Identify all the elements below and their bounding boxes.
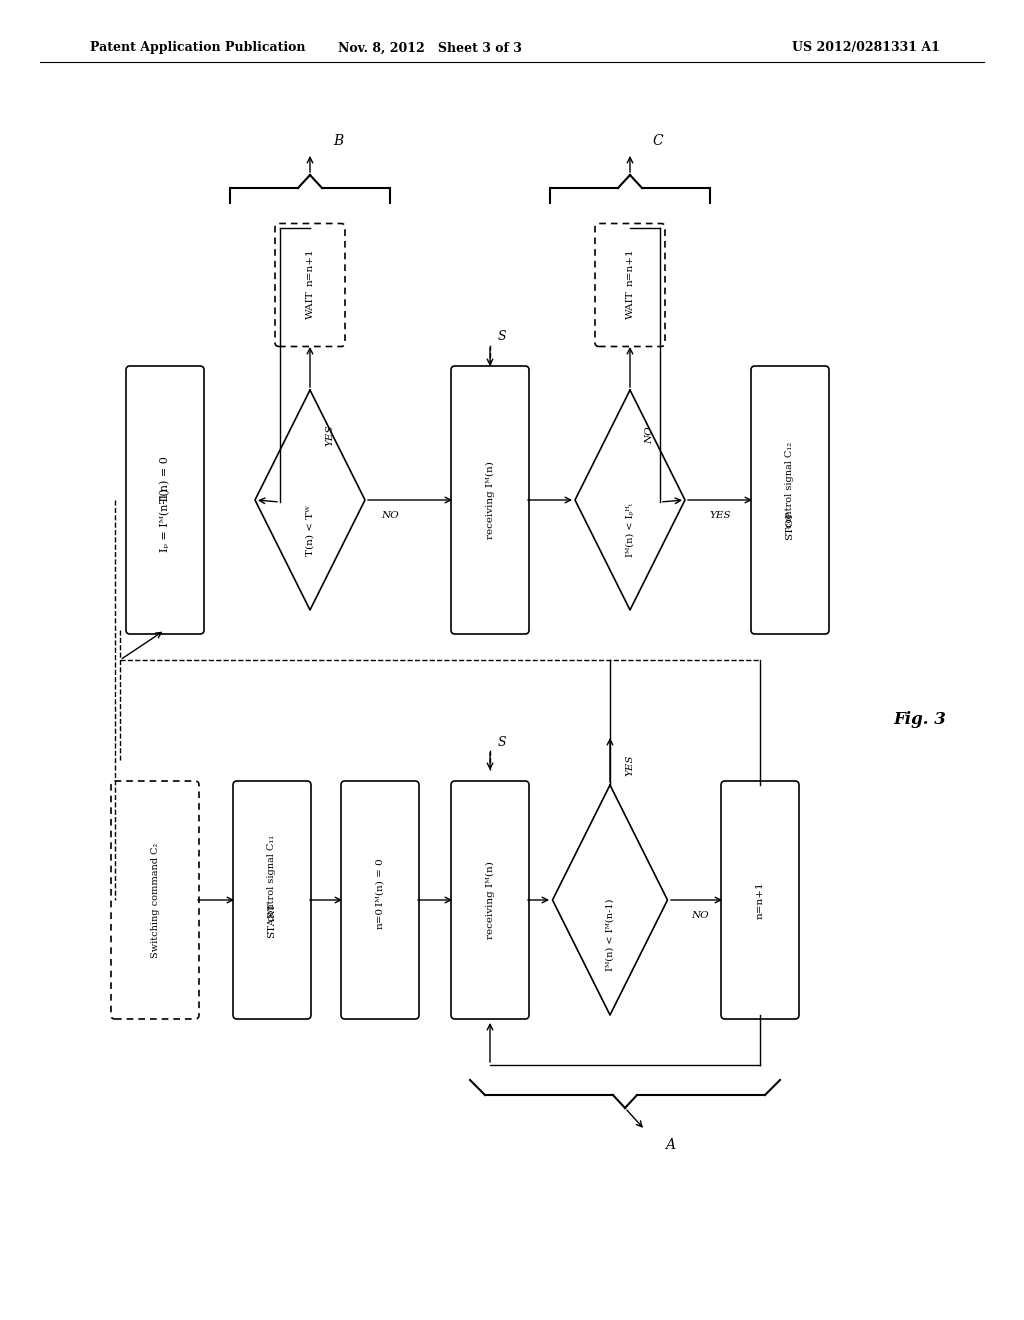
Text: S: S — [498, 735, 506, 748]
Text: Iᴹ(n) < Iᴹ(n-1): Iᴹ(n) < Iᴹ(n-1) — [605, 899, 614, 972]
Text: START: START — [267, 902, 276, 937]
Text: n=n+1: n=n+1 — [305, 248, 314, 286]
Text: WAIT: WAIT — [626, 290, 635, 319]
FancyBboxPatch shape — [751, 366, 829, 634]
Text: n=n+1: n=n+1 — [626, 248, 635, 286]
FancyBboxPatch shape — [233, 781, 311, 1019]
Text: receiving Iᴹ(n): receiving Iᴹ(n) — [485, 861, 495, 939]
Text: C: C — [652, 135, 664, 148]
Text: Fig. 3: Fig. 3 — [894, 711, 946, 729]
Text: B: B — [333, 135, 343, 148]
Text: NO: NO — [381, 511, 398, 520]
Text: YES: YES — [625, 754, 634, 776]
Text: n=0: n=0 — [376, 907, 384, 929]
Polygon shape — [255, 389, 365, 610]
Text: control signal C₁₂: control signal C₁₂ — [785, 442, 795, 528]
Text: receiving Iᴹ(n): receiving Iᴹ(n) — [485, 461, 495, 539]
Text: Nov. 8, 2012   Sheet 3 of 3: Nov. 8, 2012 Sheet 3 of 3 — [338, 41, 522, 54]
FancyBboxPatch shape — [126, 366, 204, 634]
FancyBboxPatch shape — [721, 781, 799, 1019]
Text: US 2012/0281331 A1: US 2012/0281331 A1 — [793, 41, 940, 54]
Text: S: S — [498, 330, 506, 343]
FancyBboxPatch shape — [275, 223, 345, 346]
Text: T(n) < Tᵂ: T(n) < Tᵂ — [305, 504, 314, 556]
Text: Switching command C₂: Switching command C₂ — [151, 842, 160, 957]
FancyBboxPatch shape — [451, 781, 529, 1019]
Polygon shape — [575, 389, 685, 610]
Text: YES: YES — [710, 511, 731, 520]
FancyBboxPatch shape — [595, 223, 665, 346]
Text: NO: NO — [645, 426, 654, 444]
Text: NO: NO — [691, 911, 709, 920]
Text: Iᴹ(n) = 0: Iᴹ(n) = 0 — [376, 858, 384, 906]
Text: Iᴹ(n) < Iₚᴴₜ: Iᴹ(n) < Iₚᴴₜ — [626, 503, 635, 557]
Text: control signal C₁₁: control signal C₁₁ — [267, 836, 276, 921]
Text: YES: YES — [325, 424, 334, 446]
Text: WAIT: WAIT — [305, 290, 314, 319]
FancyBboxPatch shape — [341, 781, 419, 1019]
FancyBboxPatch shape — [451, 366, 529, 634]
Text: Iₚ = Iᴹ(n-1): Iₚ = Iᴹ(n-1) — [160, 488, 170, 552]
Text: Patent Application Publication: Patent Application Publication — [90, 41, 305, 54]
Text: A: A — [665, 1138, 675, 1152]
Polygon shape — [553, 785, 668, 1015]
Text: T(n) = 0: T(n) = 0 — [160, 457, 170, 503]
FancyBboxPatch shape — [111, 781, 199, 1019]
Text: n=n+1: n=n+1 — [756, 882, 765, 919]
Text: STOP: STOP — [785, 511, 795, 540]
